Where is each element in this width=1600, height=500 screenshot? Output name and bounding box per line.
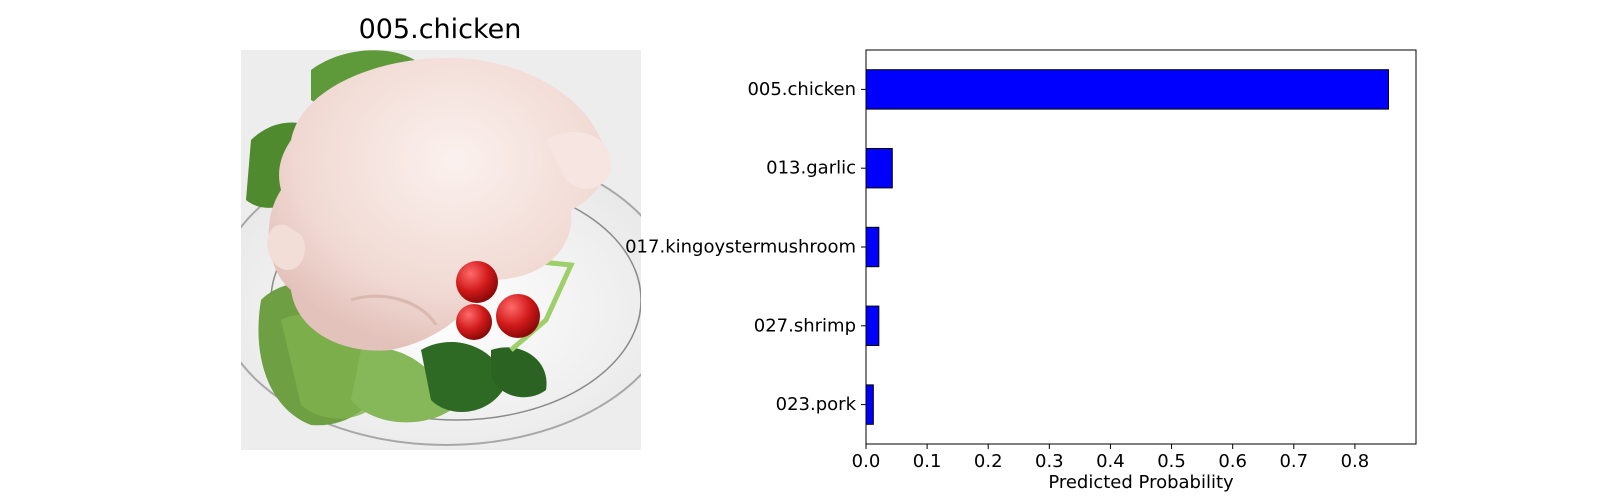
- category-label: 013.garlic: [766, 158, 856, 179]
- category-label: 023.pork: [776, 394, 857, 415]
- x-tick-label: 0.8: [1341, 451, 1370, 472]
- x-axis-ticks: 0.0 0.1 0.2 0.3 0.4 0.5 0.6 0.7 0.8: [852, 444, 1370, 472]
- bar-013.garlic: [865, 148, 893, 189]
- bar-023.pork: [865, 384, 874, 425]
- x-axis-label: Predicted Probability: [1048, 472, 1234, 493]
- image-title: 005.chicken: [358, 14, 522, 45]
- category-label: 005.chicken: [747, 79, 856, 100]
- x-tick-label: 0.3: [1035, 451, 1064, 472]
- bar-017.kingoystermushroom: [865, 226, 880, 268]
- x-tick-label: 0.7: [1279, 451, 1308, 472]
- category-labels: 005.chicken 013.garlic 017.kingoystermushr…: [625, 79, 866, 415]
- category-label: 027.shrimp: [754, 315, 856, 336]
- food-photo: [241, 50, 641, 450]
- x-tick-label: 0.1: [913, 451, 942, 472]
- x-tick-label: 0.6: [1218, 451, 1247, 472]
- bar-005.chicken: [865, 69, 1389, 110]
- chicken-photo-illustration: [241, 50, 641, 450]
- category-label: 017.kingoystermushroom: [625, 237, 856, 258]
- bar-027.shrimp: [865, 305, 880, 347]
- x-tick-label: 0.4: [1096, 451, 1125, 472]
- x-tick-label: 0.2: [974, 451, 1003, 472]
- x-tick-label: 0.5: [1157, 451, 1186, 472]
- x-tick-label: 0.0: [852, 451, 881, 472]
- bar-group: [865, 69, 1389, 425]
